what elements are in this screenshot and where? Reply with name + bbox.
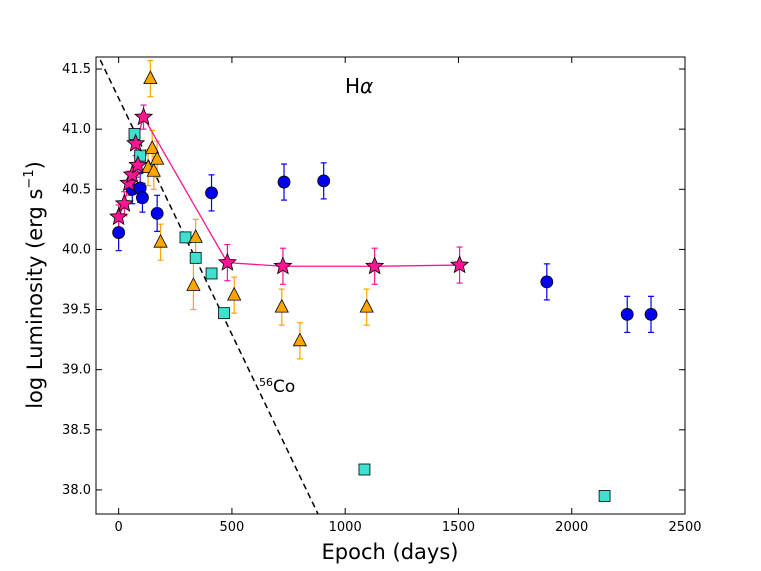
star-point — [128, 155, 148, 174]
triangle-point — [186, 277, 201, 291]
triangle-point — [145, 140, 160, 154]
circle-point — [150, 206, 164, 220]
star-point — [450, 255, 470, 274]
x-tick-label: 2000 — [555, 520, 588, 535]
square-point — [598, 490, 611, 502]
plot-background — [96, 57, 685, 514]
circle-point — [277, 175, 291, 189]
y-tick-label: 39.0 — [62, 363, 91, 378]
triangle-point — [153, 233, 168, 248]
square-point — [218, 307, 230, 320]
star-point — [122, 164, 142, 183]
y-tick-label: 41.0 — [62, 122, 91, 137]
triangle-point — [359, 298, 374, 313]
square-point — [205, 267, 218, 280]
y-tick-label: 38.0 — [62, 483, 91, 498]
tick-layer: 0 500 1000 1500 2000 2500 38.0 38.5 39.0 39.5 40.0… — [62, 57, 702, 535]
circle-point — [317, 174, 331, 188]
y-tick-label: 40.0 — [62, 242, 91, 257]
y-axis-title-sup: −1 — [22, 169, 37, 188]
triangle-point — [143, 70, 158, 85]
y-tick-label: 39.5 — [62, 303, 91, 318]
triangle-point — [150, 150, 165, 165]
circle-point — [136, 191, 149, 205]
triangle-point — [227, 286, 242, 301]
circle-point — [644, 307, 658, 321]
y-axis-title-main: log Luminosity (erg s — [23, 189, 47, 409]
star-point — [126, 133, 146, 152]
x-tick-label: 2500 — [668, 520, 701, 535]
cobalt-label: Co — [273, 377, 295, 397]
circle-point — [620, 307, 634, 321]
halpha-annotation: Hα — [345, 74, 373, 98]
triangle-point — [292, 332, 308, 347]
x-tick-label: 500 — [220, 520, 245, 535]
triangle-point — [188, 229, 203, 243]
cobalt-annotation: 56Co — [259, 376, 295, 397]
square-point — [189, 251, 202, 264]
square-point — [358, 463, 371, 476]
cobalt-sup: 56 — [259, 376, 273, 389]
star-point — [109, 206, 129, 226]
x-axis-title: Epoch (days) — [322, 540, 459, 564]
triangle-point — [146, 162, 161, 177]
y-tick-label: 38.5 — [62, 423, 91, 438]
marker-layer — [109, 70, 658, 502]
x-tick-label: 1000 — [329, 520, 362, 535]
circle-point — [112, 226, 126, 239]
star-point — [365, 256, 385, 275]
x-tick-label: 1500 — [442, 520, 475, 535]
y-axis-title-close: ) — [23, 161, 47, 169]
y-tick-label: 41.5 — [62, 62, 91, 77]
y-axis-title: log Luminosity (erg s−1) — [22, 161, 47, 409]
halpha-main: H — [345, 74, 360, 98]
halpha-greek: α — [360, 74, 373, 98]
triangle-point — [274, 298, 289, 313]
circle-point — [205, 186, 218, 200]
star-point — [217, 252, 237, 271]
star-point — [134, 107, 154, 126]
star-point — [273, 256, 293, 275]
star-point — [114, 193, 134, 212]
square-point — [179, 231, 192, 244]
x-tick-label: 0 — [115, 520, 123, 535]
y-tick-label: 40.5 — [62, 182, 91, 197]
plot-frame — [95, 56, 686, 515]
circle-point — [540, 275, 554, 289]
